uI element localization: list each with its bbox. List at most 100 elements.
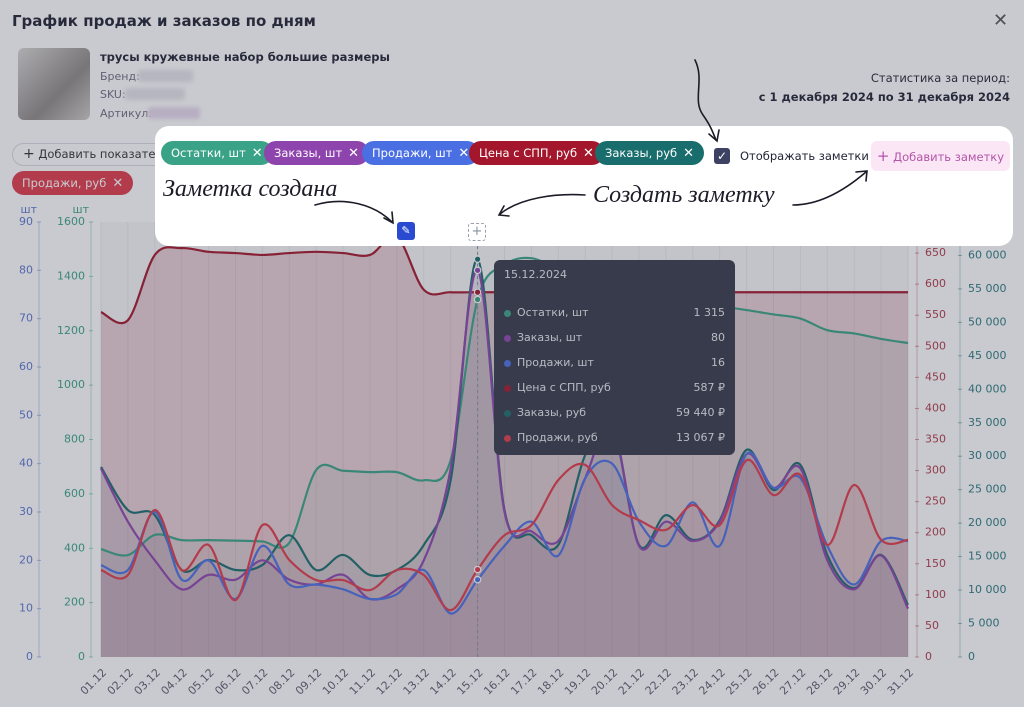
tooltip-value: 587 ₽ [693, 381, 726, 394]
tooltip-series-name: Остатки, шт [517, 306, 589, 319]
brand-label: Бренд: [100, 70, 140, 83]
chip-remove[interactable]: ✕ [683, 146, 695, 161]
metric-chip[interactable]: Остатки, шт ✕ [161, 141, 273, 165]
x-tick-label: 14.12 [427, 666, 458, 697]
y-tick-label: 50 [19, 408, 33, 421]
metric-chip[interactable]: Продажи, руб ✕ [12, 171, 134, 195]
note-marker[interactable]: ✎ [397, 222, 415, 240]
y-tick-label: 650 [925, 246, 946, 259]
y-tick-label: 50 000 [968, 315, 1007, 328]
y-tick-label: 500 [925, 339, 946, 352]
hover-point [473, 266, 482, 275]
axis-unit: шт [73, 203, 90, 216]
y-tick-label: 200 [925, 526, 946, 539]
y-tick-label: 30 000 [968, 449, 1007, 462]
x-tick-label: 18.12 [535, 666, 566, 697]
blurred-value [138, 70, 193, 82]
add-note-button[interactable]: + Добавить заметку [871, 141, 1010, 171]
tooltip-dot [504, 385, 511, 392]
x-tick-label: 07.12 [239, 666, 270, 697]
tooltip-row: Заказы, руб 59 440 ₽ [504, 406, 725, 426]
x-tick-label: 11.12 [347, 666, 378, 697]
tooltip-value: 1 315 [693, 306, 726, 319]
y-tick-label: 0 [925, 650, 932, 663]
chip-label: Остатки, шт [171, 146, 246, 160]
tooltip-row: Цена с СПП, руб 587 ₽ [504, 381, 725, 401]
tooltip-series-name: Заказы, руб [517, 406, 586, 419]
metric-chip[interactable]: Продажи, шт ✕ [362, 141, 480, 165]
y-tick-label: 300 [925, 464, 946, 477]
x-tick-label: 09.12 [293, 666, 324, 697]
x-tick-label: 23.12 [670, 666, 701, 697]
y-tick-label: 30 [19, 505, 33, 518]
chip-remove[interactable]: ✕ [348, 146, 360, 161]
x-tick-label: 28.12 [804, 666, 835, 697]
chip-remove[interactable]: ✕ [112, 176, 124, 191]
x-tick-label: 21.12 [616, 666, 647, 697]
y-tick-label: 0 [78, 650, 85, 663]
area [101, 259, 908, 657]
chip-remove[interactable]: ✕ [458, 146, 470, 161]
y-tick-label: 100 [925, 588, 946, 601]
chip-remove[interactable]: ✕ [251, 146, 263, 161]
tooltip-dot [504, 310, 511, 317]
tooltip-dot [504, 360, 511, 367]
x-tick-label: 03.12 [132, 666, 163, 697]
chip-label: Заказы, руб [605, 146, 678, 160]
y-tick-label: 350 [925, 433, 946, 446]
area [101, 459, 908, 657]
y-tick-label: 600 [925, 277, 946, 290]
x-tick-label: 22.12 [643, 666, 674, 697]
x-tick-label: 31.12 [885, 666, 916, 697]
tooltip-dot [504, 410, 511, 417]
y-tick-label: 150 [925, 557, 946, 570]
metric-chip[interactable]: Цена с СПП, руб ✕ [469, 141, 604, 165]
x-tick-label: 12.12 [374, 666, 405, 697]
y-tick-label: 70 [19, 312, 33, 325]
y-tick-label: 200 [64, 596, 85, 609]
show-notes-checkbox[interactable]: ✓ [714, 148, 730, 164]
y-tick-label: 40 [19, 457, 33, 470]
tooltip-row: Заказы, шт 80 [504, 331, 725, 351]
y-tick-label: 90 [19, 215, 33, 228]
tooltip-dot [504, 435, 511, 442]
y-tick-label: 1400 [57, 269, 85, 282]
add-metric-button[interactable]: + Добавить показатель [12, 143, 181, 166]
y-tick-label: 1200 [57, 324, 85, 337]
metric-chip[interactable]: Заказы, шт ✕ [264, 141, 370, 165]
chip-remove[interactable]: ✕ [583, 146, 594, 161]
y-tick-label: 0 [968, 650, 975, 663]
y-tick-label: 10 [19, 602, 33, 615]
axis-unit: шт [21, 203, 38, 216]
x-tick-label: 08.12 [266, 666, 297, 697]
close-button[interactable]: ✕ [993, 10, 1009, 31]
chip-label: Заказы, шт [274, 146, 343, 160]
tooltip-series-name: Продажи, руб [517, 431, 598, 444]
y-tick-label: 400 [64, 541, 85, 554]
tooltip-series-name: Заказы, шт [517, 331, 583, 344]
y-tick-label: 60 000 [968, 248, 1007, 261]
metric-chip[interactable]: Заказы, руб ✕ [595, 141, 705, 165]
tooltip-date: 15.12.2024 [504, 268, 567, 281]
chip-label: Цена с СПП, руб [479, 146, 578, 160]
blurred-value [148, 107, 200, 119]
x-tick-label: 26.12 [750, 666, 781, 697]
tooltip-row: Остатки, шт 1 315 [504, 306, 725, 326]
sku-label: SKU: [100, 88, 126, 101]
period-label: Статистика за период: [870, 71, 1010, 85]
x-tick-label: 17.12 [508, 666, 539, 697]
x-tick-label: 29.12 [831, 666, 862, 697]
hover-point [473, 575, 482, 584]
x-tick-label: 10.12 [320, 666, 351, 697]
y-tick-label: 10 000 [968, 583, 1007, 596]
hover-point [473, 565, 482, 574]
y-tick-label: 25 000 [968, 483, 1007, 496]
x-tick-label: 30.12 [858, 666, 889, 697]
hover-point [473, 295, 482, 304]
blurred-value [125, 88, 185, 100]
y-tick-label: 0 [26, 650, 33, 663]
add-note-marker[interactable]: + [468, 223, 486, 241]
period-range: с 1 декабря 2024 по 31 декабря 2024 [758, 90, 1010, 104]
y-tick-label: 50 [925, 619, 939, 632]
modal-title: График продаж и заказов по дням [12, 12, 316, 30]
